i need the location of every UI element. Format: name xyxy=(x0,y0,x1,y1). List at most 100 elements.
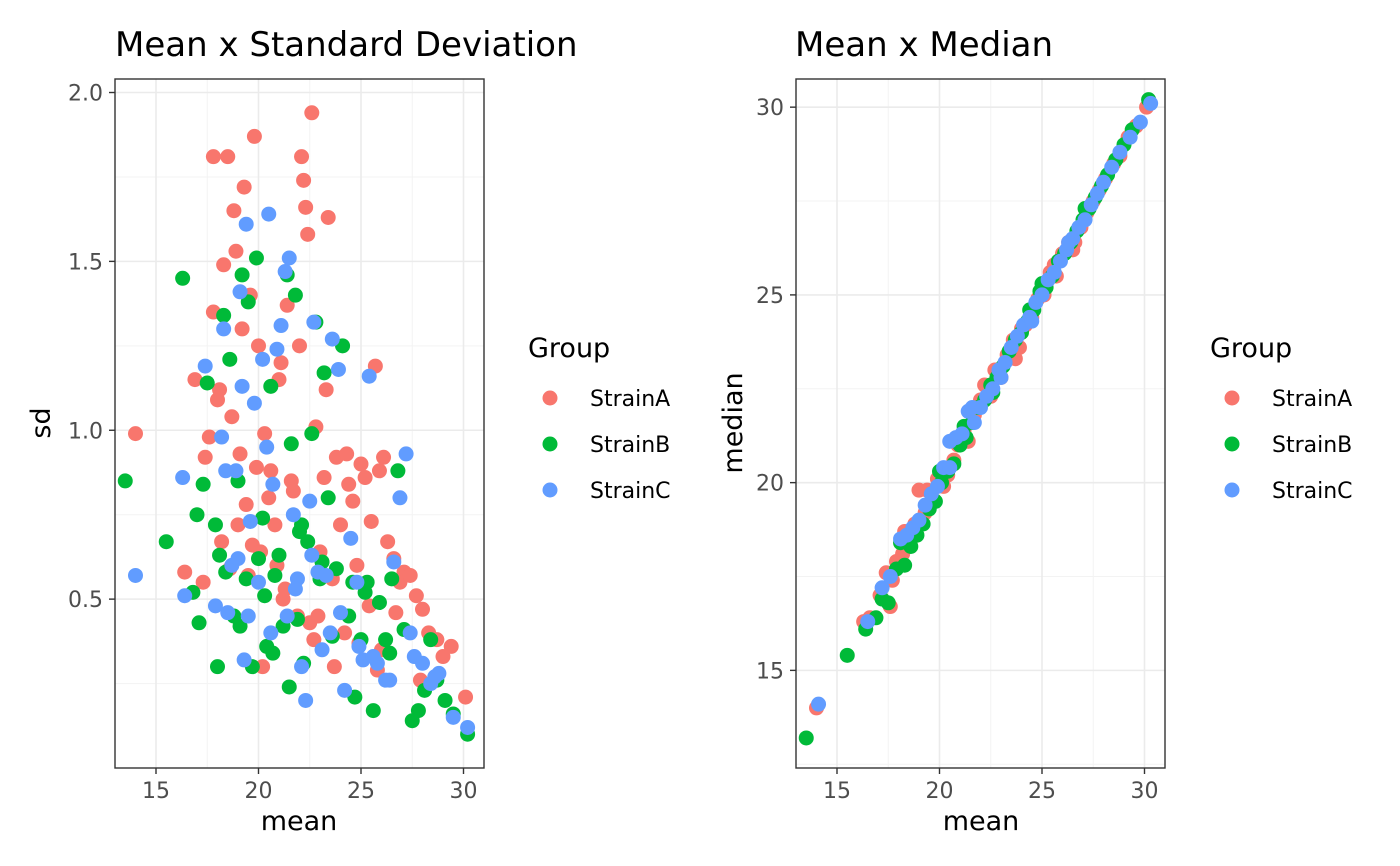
data-point xyxy=(942,460,958,476)
data-point xyxy=(337,682,353,698)
legend-item-StrainC: StrainC xyxy=(542,479,671,504)
data-point xyxy=(251,574,266,590)
series-StrainC xyxy=(811,95,1159,712)
data-point xyxy=(197,449,213,465)
data-point xyxy=(287,581,303,597)
x-tick-label: 30 xyxy=(450,779,478,804)
data-point xyxy=(128,567,143,583)
data-point xyxy=(222,351,238,367)
data-point xyxy=(224,409,240,425)
data-point xyxy=(929,478,945,494)
y-tick-label: 2.0 xyxy=(68,82,103,107)
data-point xyxy=(398,446,414,462)
data-point xyxy=(273,355,289,371)
data-point xyxy=(287,287,303,303)
y-tick-label: 20 xyxy=(756,472,784,497)
legend-item-StrainB: StrainB xyxy=(542,433,670,458)
data-point xyxy=(1024,313,1040,329)
legend: Group StrainA StrainB StrainC xyxy=(1210,333,1353,504)
x-axis-label: mean xyxy=(943,806,1020,837)
x-tick-label: 20 xyxy=(926,779,954,804)
data-point xyxy=(1034,287,1050,303)
data-point xyxy=(294,659,310,675)
legend-key xyxy=(1224,436,1240,452)
data-point xyxy=(1122,129,1138,145)
data-point xyxy=(402,567,418,583)
data-point xyxy=(333,517,348,533)
data-point xyxy=(263,378,279,394)
data-point xyxy=(207,598,223,614)
data-point xyxy=(205,149,221,165)
data-point xyxy=(390,463,406,479)
data-point xyxy=(880,595,896,611)
data-point xyxy=(376,449,392,465)
data-point xyxy=(234,321,250,337)
data-point xyxy=(234,267,250,283)
data-point xyxy=(230,551,246,567)
data-point xyxy=(322,625,338,641)
data-point xyxy=(427,669,443,685)
data-point xyxy=(242,513,258,529)
data-point xyxy=(251,551,266,567)
legend-key xyxy=(542,390,558,406)
data-point xyxy=(351,638,367,654)
data-point xyxy=(1077,212,1093,228)
data-point xyxy=(281,250,297,266)
data-point xyxy=(363,513,379,529)
data-point xyxy=(415,601,430,617)
data-point xyxy=(212,382,228,398)
y-tick-label: 30 xyxy=(756,96,784,121)
legend-label: StrainB xyxy=(1272,433,1352,458)
data-point xyxy=(259,439,275,455)
data-point xyxy=(811,696,827,712)
legend-key xyxy=(542,436,558,452)
data-point xyxy=(234,378,250,394)
legend-title: Group xyxy=(1210,333,1292,364)
legend-item-StrainC: StrainC xyxy=(1224,479,1353,504)
data-point xyxy=(378,632,394,648)
data-point xyxy=(310,608,326,624)
data-point xyxy=(201,429,217,445)
data-point xyxy=(349,574,365,590)
data-point xyxy=(197,358,213,374)
data-point xyxy=(212,547,228,563)
data-point xyxy=(326,659,342,675)
data-point xyxy=(175,470,191,486)
data-point xyxy=(460,719,476,735)
data-point xyxy=(189,507,205,523)
legend-items: StrainA StrainB StrainC xyxy=(542,387,671,504)
data-point xyxy=(267,517,283,533)
data-point xyxy=(236,652,252,668)
data-point xyxy=(199,375,215,391)
data-point xyxy=(318,382,334,398)
data-point xyxy=(386,554,402,570)
data-point xyxy=(410,703,426,719)
data-point xyxy=(294,149,310,165)
legend-key xyxy=(1224,390,1240,406)
y-tick-label: 25 xyxy=(756,284,784,309)
data-point xyxy=(302,493,318,509)
data-point xyxy=(337,625,353,641)
data-point xyxy=(320,209,336,225)
data-point xyxy=(333,605,348,621)
data-point xyxy=(158,534,174,550)
data-point xyxy=(300,534,316,550)
chart-sd-vs-mean: Mean x Standard Deviation 15 20 25 30 0.5 1.… xyxy=(26,25,671,837)
legend-items: StrainA StrainB StrainC xyxy=(1224,387,1353,504)
data-point xyxy=(985,381,1001,397)
data-point xyxy=(860,614,876,630)
data-point xyxy=(357,470,373,486)
data-point xyxy=(263,625,279,641)
data-point xyxy=(187,372,203,388)
data-point xyxy=(228,243,244,259)
data-point xyxy=(365,703,381,719)
data-point xyxy=(244,537,260,553)
data-point xyxy=(1003,339,1019,355)
x-tick-label: 15 xyxy=(142,779,170,804)
data-point xyxy=(304,426,320,442)
data-point xyxy=(388,605,404,621)
data-point xyxy=(1052,253,1068,269)
x-tick-label: 30 xyxy=(1131,779,1159,804)
data-points xyxy=(798,92,1159,746)
